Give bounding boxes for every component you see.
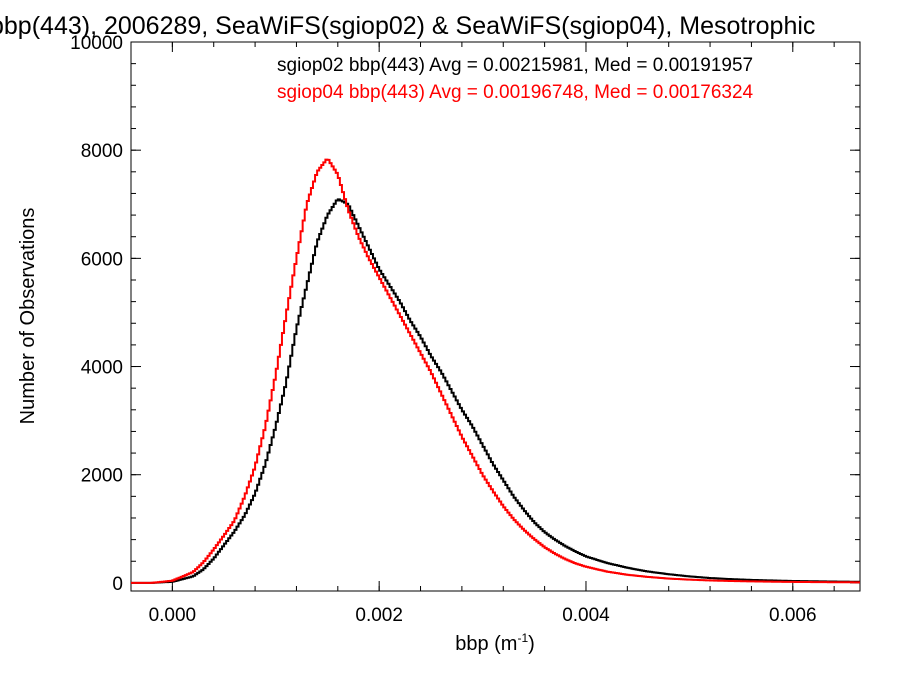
x-axis-label: bbp (m-1) <box>455 631 535 655</box>
legend: sgiop02 bbp(443) Avg = 0.00215981, Med =… <box>277 55 754 103</box>
x-tick-label: 0.002 <box>355 605 403 626</box>
y-axis-ticks: 0 2000 4000 6000 8000 10000 <box>70 33 860 595</box>
series-line-1 <box>131 158 860 584</box>
x-axis-label-close: ) <box>528 633 535 655</box>
y-tick-label: 0 <box>112 574 123 595</box>
plot-frame <box>130 41 861 592</box>
y-tick-label: 2000 <box>81 466 123 487</box>
y-tick-label: 8000 <box>81 141 123 162</box>
x-axis-ticks: 0.000 0.002 0.004 0.006 <box>130 42 835 626</box>
chart-title: bbp(443), 2006289, SeaWiFS(sgiop02) & Se… <box>0 12 815 40</box>
x-axis-label-superscript: -1 <box>517 631 528 645</box>
y-tick-label: 4000 <box>81 358 123 379</box>
y-axis-label: Number of Observations <box>17 208 39 425</box>
x-tick-label: 0.000 <box>149 605 197 626</box>
series-lines <box>131 158 860 584</box>
series-line-0 <box>131 198 860 584</box>
x-axis-label-main: bbp (m <box>455 633 517 655</box>
y-tick-label: 6000 <box>81 249 123 270</box>
y-tick-label: 10000 <box>70 33 123 54</box>
x-tick-label: 0.004 <box>562 605 610 626</box>
legend-entry-sgiop02: sgiop02 bbp(443) Avg = 0.00215981, Med =… <box>277 55 753 76</box>
plot-area: 0.000 0.002 0.004 0.006 0 2000 4000 6000 8000 10… <box>70 33 861 626</box>
legend-entry-sgiop04: sgiop04 bbp(443) Avg = 0.00196748, Med =… <box>277 82 754 103</box>
x-tick-label: 0.006 <box>769 605 817 626</box>
